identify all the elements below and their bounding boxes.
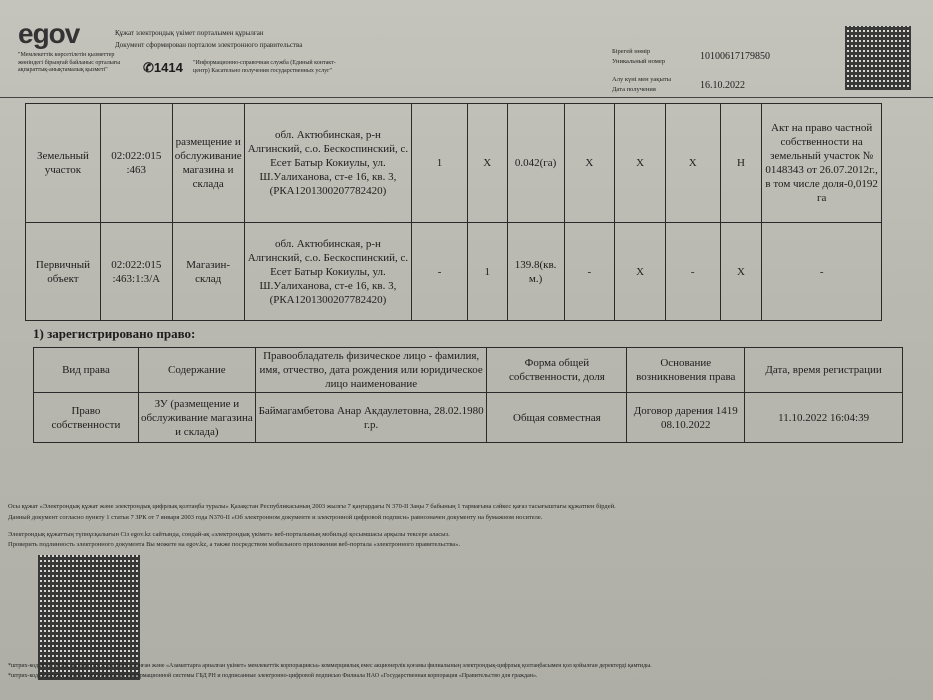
cell: X — [614, 103, 666, 223]
object-type: Первичный объект — [25, 222, 101, 321]
phone-icon: ✆ — [143, 60, 154, 75]
right-type: Право собственности — [33, 392, 139, 443]
cell: - — [411, 222, 468, 321]
basis-document: Акт на право частной собственности на зе… — [761, 103, 882, 223]
basis-document: - — [761, 222, 882, 321]
portal-kz: Құжат электрондық үкімет порталымен құры… — [115, 29, 264, 37]
objects-table: Земельный участок 02:022:015 :463 размещ… — [25, 103, 882, 321]
cell: Н — [719, 103, 763, 223]
unique-number: 10100617179850 — [700, 51, 770, 62]
date-label-kz: Алу күні мен уақыты — [612, 76, 672, 83]
footer-line: Электрондық құжаттың түпнұсқалығын Сіз e… — [8, 531, 450, 538]
contact-center-kz: "Мемлекеттік көрсетілетін қызметтер жөні… — [18, 52, 121, 73]
phone-text: 1414 — [153, 60, 183, 75]
receipt-date: 16.10.2022 — [700, 80, 745, 91]
column-header: Основание возникновения права — [626, 347, 746, 393]
registration-datetime: 11.10.2022 16:04:39 — [744, 392, 903, 443]
column-header: Формa общей собственности, доля — [486, 347, 628, 393]
area: 0.042(га) — [506, 103, 565, 223]
phone-number: ✆1414 — [143, 60, 183, 76]
footer-line: *штрих-код ЖМТ МДҚ ақпараттық жүйесінен … — [8, 663, 652, 669]
qr-code-icon — [845, 26, 911, 90]
cadastral-number: 02:022:015 :463 — [99, 103, 173, 223]
egov-logo: egov — [18, 18, 80, 49]
barcode-icon — [38, 555, 140, 680]
ownership-form: Общая совместная — [486, 392, 628, 443]
area: 139.8(кв. м.) — [506, 222, 565, 321]
cell: 1 — [411, 103, 468, 223]
cell: X — [664, 103, 721, 223]
header-divider — [0, 97, 933, 98]
contact-center-ru: "Информационно-справочная служба (Единый… — [193, 60, 336, 74]
object-type: Земельный участок — [25, 103, 101, 223]
cell: X — [563, 103, 616, 223]
footer-line: Осы құжат «Электрондық құжат және электр… — [8, 503, 616, 510]
right-holder: Баймагамбетова Анар Акдаулетовна, 28.02.… — [254, 392, 488, 443]
footer-line: *штрих-код содержит данные, полученные и… — [8, 673, 538, 679]
footer-line: Проверить подлинность электронного докум… — [8, 541, 461, 548]
cell: - — [563, 222, 616, 321]
footer-line: Данный документ согласно пункту 1 статьи… — [8, 514, 543, 521]
cell: X — [719, 222, 763, 321]
cell: 1 — [466, 222, 508, 321]
table-row: Право собственности ЗУ (размещение и обс… — [33, 392, 903, 443]
unique-number-label-ru: Уникальный номер — [612, 58, 665, 65]
cell: X — [466, 103, 508, 223]
cell: X — [614, 222, 666, 321]
table-row: Первичный объект 02:022:015 :463:1:3/А М… — [25, 222, 882, 321]
column-header: Вид права — [33, 347, 139, 393]
table-header-row: Вид права Содержание Правообладатель физ… — [33, 347, 903, 393]
unique-number-label-kz: Бірегей нөмір — [612, 48, 651, 55]
cadastral-number: 02:022:015 :463:1:3/А — [99, 222, 173, 321]
cell: - — [664, 222, 721, 321]
column-header: Содержание — [137, 347, 256, 393]
column-header: Правообладатель физическое лицо - фамили… — [254, 347, 488, 393]
right-basis: Договор дарения 1419 08.10.2022 — [626, 392, 746, 443]
right-content: ЗУ (размещение и обслуживание магазина и… — [137, 392, 256, 443]
portal-ru: Документ сформирован порталом электронно… — [115, 41, 303, 49]
purpose: размещение и обслуживание магазина и скл… — [171, 103, 245, 223]
date-label-ru: Дата получения — [612, 86, 656, 93]
table-row: Земельный участок 02:022:015 :463 размещ… — [25, 103, 882, 223]
section-title: 1) зарегистрировано право: — [33, 326, 196, 341]
column-header: Дата, время регистрации — [744, 347, 903, 393]
rights-table: Вид права Содержание Правообладатель физ… — [33, 347, 903, 443]
purpose: Магазин-склад — [171, 222, 245, 321]
address: обл. Актюбинская, р-н Алгинский, с.о. Бе… — [243, 222, 413, 321]
address: обл. Актюбинская, р-н Алгинский, с.о. Бе… — [243, 103, 413, 223]
